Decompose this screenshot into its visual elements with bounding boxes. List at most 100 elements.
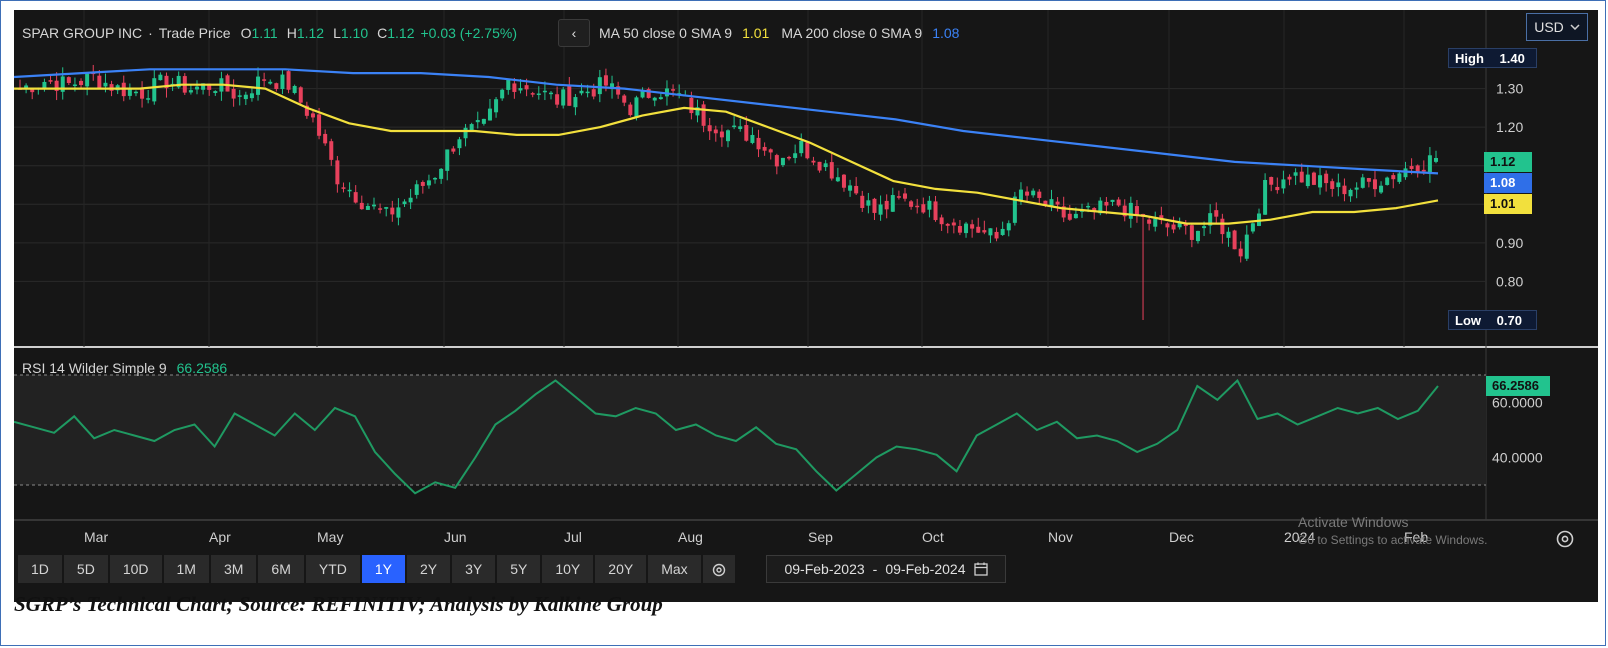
candle-body bbox=[762, 146, 767, 151]
candle-body bbox=[1189, 225, 1194, 240]
time-tick-label: Apr bbox=[209, 529, 231, 545]
candle-body bbox=[243, 94, 248, 100]
candle-body bbox=[1000, 228, 1005, 235]
price-tick-label: 0.90 bbox=[1496, 235, 1523, 251]
timeframe-button-3m[interactable]: 3M bbox=[210, 555, 257, 583]
candle-body bbox=[738, 126, 743, 129]
candle-body bbox=[195, 86, 199, 90]
candle-body bbox=[1372, 179, 1377, 190]
timeframe-button-2y[interactable]: 2Y bbox=[406, 555, 451, 583]
timeframe-button-1d[interactable]: 1D bbox=[18, 555, 62, 583]
candle-body bbox=[274, 83, 279, 89]
timeframe-button-5y[interactable]: 5Y bbox=[497, 555, 541, 583]
candle-body bbox=[292, 85, 297, 93]
candle-body bbox=[549, 92, 553, 95]
candle-body bbox=[1244, 234, 1249, 259]
candle-body bbox=[433, 177, 438, 180]
low-label: L bbox=[333, 25, 341, 41]
candle-body bbox=[225, 75, 230, 92]
candle-body bbox=[640, 90, 645, 98]
candle-body bbox=[988, 228, 993, 236]
candle-body bbox=[878, 204, 883, 215]
date-range-picker[interactable]: 09-Feb-2023 - 09-Feb-2024 bbox=[766, 555, 1006, 583]
open-label: O bbox=[240, 25, 252, 41]
price-legend: SPAR GROUP INC · Trade Price O 1.11 H 1.12… bbox=[22, 22, 517, 44]
candle-body bbox=[896, 196, 901, 198]
candle-body bbox=[1098, 200, 1103, 214]
candle-body bbox=[610, 83, 615, 90]
candle-body bbox=[1025, 191, 1030, 196]
ma50-line[interactable] bbox=[14, 83, 1439, 225]
candle-body bbox=[54, 80, 59, 91]
gear-icon[interactable] bbox=[1554, 528, 1576, 550]
candle-body bbox=[811, 160, 816, 163]
low-value: 1.10 bbox=[340, 25, 369, 41]
candle-body bbox=[750, 134, 755, 143]
candle-body bbox=[970, 224, 975, 229]
timeframe-button-max[interactable]: Max bbox=[648, 555, 701, 583]
candle-body bbox=[774, 155, 779, 167]
time-tick-label: May bbox=[317, 529, 343, 545]
timeframe-settings-button[interactable] bbox=[702, 555, 735, 583]
high-tag-value: 1.40 bbox=[1499, 51, 1525, 66]
low-tag-label: Low bbox=[1455, 313, 1481, 328]
candle-body bbox=[1031, 190, 1036, 196]
candle-body bbox=[347, 189, 352, 192]
candle-body bbox=[780, 157, 785, 166]
candle-body bbox=[1208, 213, 1213, 226]
currency-selector[interactable]: USD bbox=[1526, 13, 1588, 41]
candle-body bbox=[506, 79, 511, 90]
candle-body bbox=[597, 77, 602, 95]
watermark-line1: Activate Windows bbox=[1298, 514, 1409, 530]
rsi-band bbox=[14, 375, 1486, 485]
candle-body bbox=[817, 161, 822, 171]
timeframe-button-1y[interactable]: 1Y bbox=[361, 555, 405, 583]
timeframe-button-10y[interactable]: 10Y bbox=[542, 555, 594, 583]
candle-body bbox=[1348, 189, 1353, 197]
high-tag-label: High bbox=[1455, 51, 1484, 66]
candle-body bbox=[585, 91, 590, 94]
timeframe-button-5d[interactable]: 5D bbox=[63, 555, 108, 583]
timeframe-button-20y[interactable]: 20Y bbox=[595, 555, 647, 583]
candle-body bbox=[1403, 168, 1408, 178]
ma50-value: 1.01 bbox=[742, 25, 770, 41]
candle-body bbox=[1324, 173, 1329, 184]
candle-body bbox=[158, 74, 163, 81]
candle-body bbox=[1299, 171, 1304, 183]
timeframe-button-6m[interactable]: 6M bbox=[258, 555, 304, 583]
candle-body bbox=[805, 142, 810, 159]
timeframe-button-3y[interactable]: 3Y bbox=[452, 555, 496, 583]
ma50-tag: 1.01 bbox=[1484, 194, 1532, 214]
rsi-line[interactable] bbox=[14, 378, 1439, 495]
timeframe-bar: 1D 5D 10D 1M 3M 6M YTD 1Y 2Y 3Y 5Y 10Y 20Y Max bbox=[18, 555, 735, 583]
candle-body bbox=[695, 107, 700, 116]
candle-body bbox=[945, 223, 950, 226]
timeframe-button-10d[interactable]: 10D bbox=[109, 555, 162, 583]
candle-body bbox=[1049, 199, 1054, 207]
candle-body bbox=[909, 201, 914, 207]
price-tick-label: 1.30 bbox=[1496, 81, 1523, 97]
timeframe-button-1m[interactable]: 1M bbox=[163, 555, 209, 583]
watermark-line2: Go to Settings to activate Windows. bbox=[1298, 533, 1488, 547]
timeframe-button-ytd[interactable]: YTD bbox=[305, 555, 360, 583]
collapse-legend-button[interactable]: ‹ bbox=[558, 19, 590, 47]
candle-body bbox=[567, 86, 572, 106]
candle-body bbox=[1415, 165, 1420, 173]
candle-body bbox=[1336, 182, 1341, 188]
rsi-value-tag: 66.2586 bbox=[1486, 376, 1550, 396]
candle-body bbox=[237, 95, 242, 97]
ma200-line[interactable] bbox=[14, 68, 1439, 175]
low-tag-value: 0.70 bbox=[1496, 313, 1522, 328]
symbol-name: SPAR GROUP INC bbox=[22, 25, 143, 41]
candle-body bbox=[152, 78, 157, 102]
time-tick-label: Feb bbox=[1404, 529, 1428, 545]
candle-body bbox=[402, 201, 407, 205]
candlestick-series[interactable] bbox=[18, 64, 1438, 320]
candle-body bbox=[79, 80, 84, 86]
candle-body bbox=[1427, 155, 1432, 175]
candle-body bbox=[1195, 230, 1200, 242]
ma200-label: MA 200 close 0 SMA 9 bbox=[781, 25, 923, 41]
candle-body bbox=[103, 82, 108, 87]
candle-body bbox=[1055, 201, 1060, 205]
candle-body bbox=[1379, 185, 1384, 193]
